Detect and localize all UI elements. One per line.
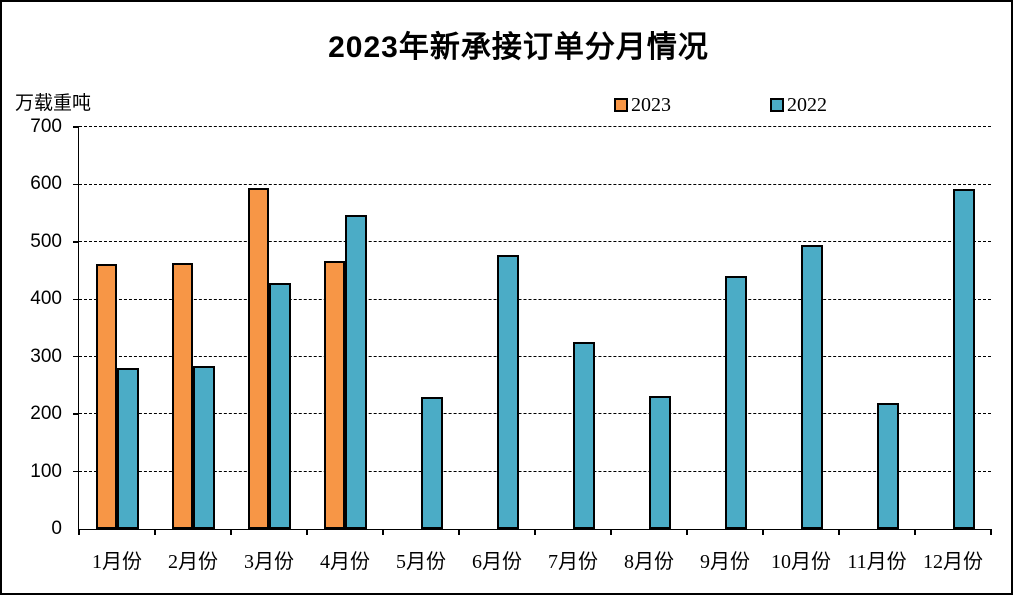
x-axis-tick-8 [686,529,688,535]
gridline-600 [79,183,991,185]
legend-swatch-2023-icon [614,98,628,112]
y-axis-tick-600 [73,183,79,186]
y-axis-line [77,127,79,529]
x-axis-tick-6 [534,529,536,535]
gridline-500 [79,241,991,243]
bar-2022-12月份 [953,189,975,529]
chart-title: 2023年新承接订单分月情况 [328,31,709,64]
x-category-label-8月份: 8月份 [624,551,674,573]
x-axis-tick-3 [306,529,308,535]
x-category-label-10月份: 10月份 [771,551,831,573]
x-axis-tick-11 [914,529,916,535]
y-tick-label-500: 500 [30,230,62,252]
bar-2022-6月份 [497,255,519,529]
y-tick-label-200: 200 [30,403,62,425]
bar-2023-1月份 [95,263,117,529]
bar-2023-3月份 [247,187,269,529]
y-axis-unit-label: 万载重吨 [15,93,92,114]
y-tick-label-600: 600 [30,173,62,195]
bar-2023-2月份 [171,263,193,529]
bar-2022-2月份 [193,366,215,529]
x-category-label-1月份: 1月份 [92,551,142,573]
x-axis-tick-5 [458,529,460,535]
gridline-100 [79,470,991,472]
bar-2022-4月份 [345,215,367,529]
bar-2022-8月份 [649,395,671,529]
y-tick-label-100: 100 [30,460,62,482]
y-axis-tick-300 [73,355,79,358]
x-category-label-6月份: 6月份 [472,551,522,573]
y-tick-label-400: 400 [30,288,62,310]
x-category-label-3月份: 3月份 [244,551,294,573]
bar-2022-7月份 [573,341,595,529]
x-axis-tick-2 [230,529,232,535]
y-tick-label-0: 0 [51,518,62,539]
x-axis-tick-9 [762,529,764,535]
x-axis-tick-10 [838,529,840,535]
bar-2023-4月份 [323,261,345,529]
legend-swatch-2022-icon [770,98,784,112]
x-category-label-11月份: 11月份 [847,551,907,573]
legend: 2023 2022 [2,94,1011,116]
gridline-700 [79,126,991,128]
x-category-label-7月份: 7月份 [548,551,598,573]
bar-2022-5月份 [421,396,443,529]
x-category-label-12月份: 12月份 [923,551,983,573]
bar-2022-10月份 [801,245,823,529]
x-axis-tick-12 [990,529,992,535]
legend-item-2023: 2023 [614,94,671,116]
y-tick-label-700: 700 [30,116,62,137]
x-axis-tick-0 [78,529,80,535]
x-category-label-4月份: 4月份 [320,551,370,573]
y-axis-tick-400 [73,298,79,301]
y-axis-tick-200 [73,413,79,415]
y-tick-label-300: 300 [30,345,62,367]
bar-2022-1月份 [117,367,139,529]
x-axis-tick-1 [154,529,156,535]
bar-2022-11月份 [877,402,899,529]
x-axis-tick-7 [610,529,612,535]
gridline-400 [79,298,991,300]
x-category-label-9月份: 9月份 [700,551,750,573]
legend-item-2022: 2022 [770,94,827,116]
bar-2022-9月份 [725,276,747,529]
x-axis-tick-4 [382,529,384,535]
y-axis-tick-100 [73,470,79,473]
legend-label-2023: 2023 [631,94,671,116]
y-axis-tick-500 [73,241,79,243]
legend-label-2022: 2022 [787,94,827,116]
bar-2022-3月份 [269,283,291,529]
y-axis-tick-700 [73,126,79,128]
gridline-200 [79,413,991,415]
x-category-label-2月份: 2月份 [168,551,218,573]
x-category-label-5月份: 5月份 [396,551,446,573]
gridline-300 [79,355,991,357]
